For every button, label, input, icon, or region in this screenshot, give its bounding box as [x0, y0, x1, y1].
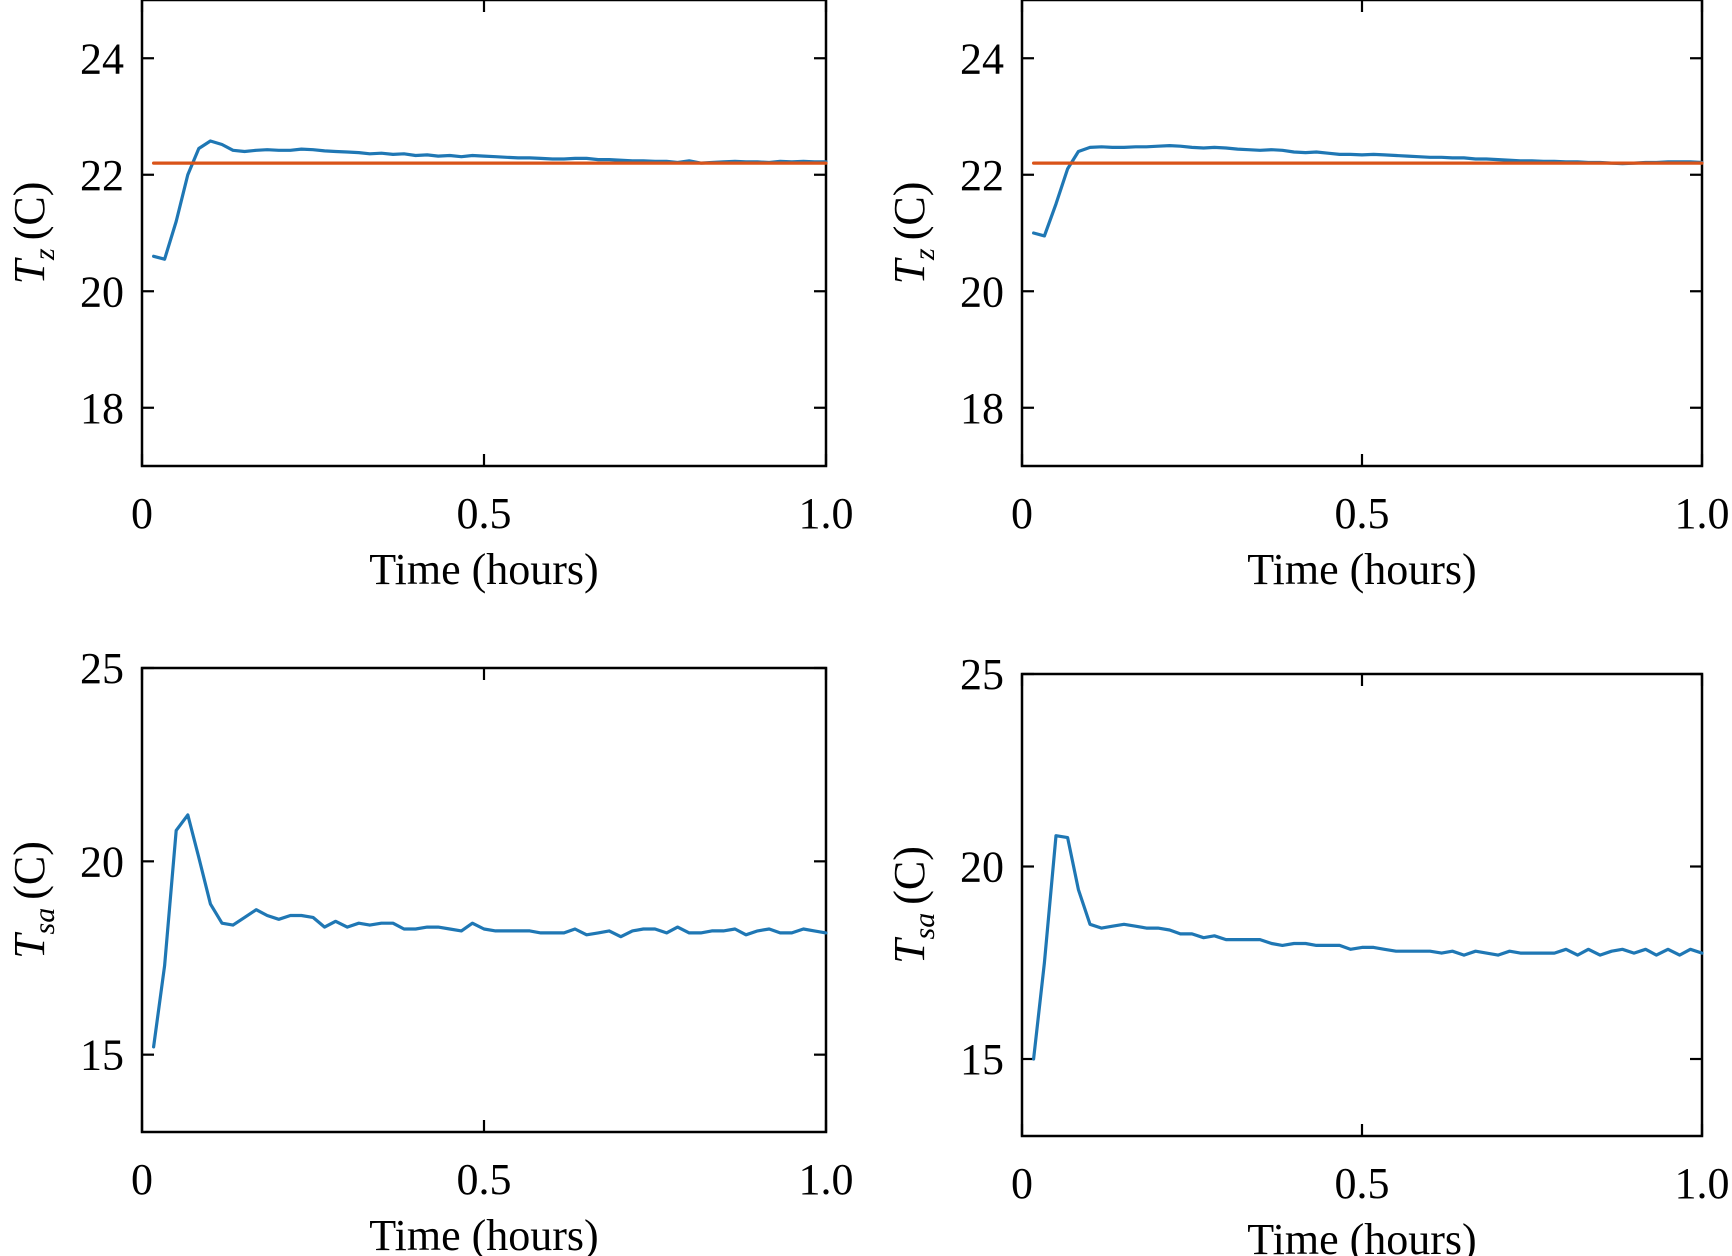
x-tick-label: 1.0 — [799, 489, 854, 538]
x-tick-label: 1.0 — [1675, 1159, 1730, 1208]
series-line-measured — [1031, 834, 1704, 1061]
plot-area-frame — [1020, 0, 1704, 468]
y-tick-label: 22 — [80, 151, 124, 200]
plot-area-frame — [1020, 672, 1704, 1138]
y-axis-subscript: z — [908, 248, 941, 261]
y-axis-unit: (C) — [5, 841, 54, 900]
y-tick-label: 20 — [960, 843, 1004, 892]
x-tick-label: 0 — [1011, 1159, 1033, 1208]
x-tick-label: 0 — [131, 1155, 153, 1204]
x-tick-label: 1.0 — [1675, 489, 1730, 538]
y-tick-label: 20 — [80, 837, 124, 886]
x-axis-label: Time (hours) — [1247, 1215, 1476, 1256]
x-axis-label: Time (hours) — [369, 545, 598, 594]
y-axis-label: Tsa (C) — [5, 841, 61, 959]
series-line-measured — [152, 139, 828, 261]
x-tick-label: 0 — [1011, 489, 1033, 538]
y-axis-unit: (C) — [885, 182, 934, 241]
y-tick-label: 18 — [80, 384, 124, 433]
y-tick-label: 20 — [80, 267, 124, 316]
x-axis-label: Time (hours) — [1247, 545, 1476, 594]
y-axis-symbol: T — [5, 256, 54, 284]
x-tick-label: 0.5 — [1335, 1159, 1390, 1208]
chart-panel-2: 0 0.5 1.0 18 20 22 24 Time (hours) Tz (C) — [885, 0, 1730, 594]
y-axis-symbol: T — [885, 256, 934, 284]
x-tick-label: 0.5 — [457, 1155, 512, 1204]
y-axis-unit: (C) — [5, 182, 54, 241]
y-axis-subscript: sa — [908, 913, 941, 940]
y-tick-label: 24 — [960, 34, 1004, 83]
plot-area-frame — [140, 0, 828, 468]
x-axis-label: Time (hours) — [369, 1211, 598, 1256]
chart-panel-1: 0 0.5 1.0 18 20 22 24 Time (hours) Tz (C) — [5, 0, 854, 594]
y-tick-label: 20 — [960, 267, 1004, 316]
y-tick-label: 25 — [80, 644, 124, 693]
y-axis-unit: (C) — [885, 846, 934, 905]
x-tick-label: 1.0 — [799, 1155, 854, 1204]
series-line-measured — [1031, 144, 1704, 238]
y-tick-label: 18 — [960, 384, 1004, 433]
y-tick-label: 15 — [960, 1035, 1004, 1084]
y-axis-label: Tz (C) — [5, 182, 61, 285]
y-axis-label: Tz (C) — [885, 182, 941, 285]
chart-panel-4: 0 0.5 1.0 15 20 25 Time (hours) Tsa (C) — [885, 650, 1730, 1256]
y-tick-label: 24 — [80, 34, 124, 83]
x-tick-label: 0.5 — [1335, 489, 1390, 538]
y-tick-label: 15 — [80, 1031, 124, 1080]
y-axis-symbol: T — [5, 931, 54, 959]
y-tick-label: 25 — [960, 650, 1004, 699]
series-line-measured — [152, 813, 828, 1049]
y-axis-subscript: z — [28, 248, 61, 261]
chart-panel-3: 0 0.5 1.0 15 20 25 Time (hours) Tsa (C) — [5, 644, 854, 1256]
plot-area-frame — [140, 666, 828, 1134]
y-tick-label: 22 — [960, 151, 1004, 200]
y-axis-label: Tsa (C) — [885, 846, 941, 964]
y-axis-symbol: T — [885, 936, 934, 964]
x-tick-label: 0.5 — [457, 489, 512, 538]
x-tick-label: 0 — [131, 489, 153, 538]
y-axis-subscript: sa — [28, 908, 61, 935]
